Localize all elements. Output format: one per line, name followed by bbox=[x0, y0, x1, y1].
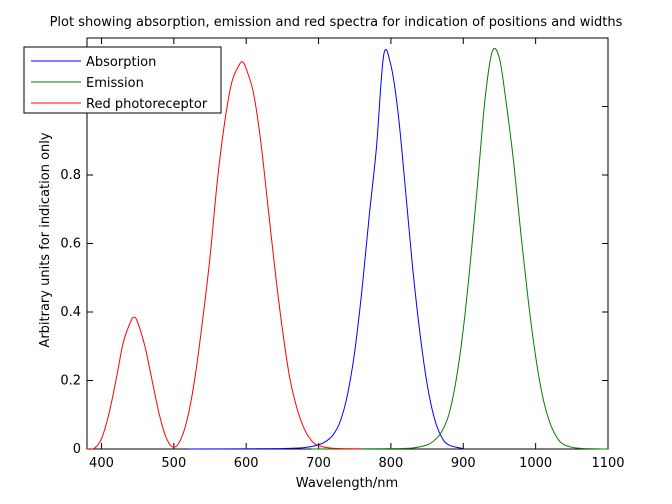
y-tick-label: 0.6 bbox=[60, 237, 81, 252]
chart-title: Plot showing absorption, emission and re… bbox=[50, 15, 623, 30]
y-tick-label: 0 bbox=[73, 442, 81, 457]
absorption-line bbox=[188, 49, 464, 450]
x-tick-label: 1000 bbox=[519, 456, 552, 471]
series-lines bbox=[86, 47, 609, 450]
emission-line bbox=[311, 47, 609, 450]
y-axis-label: Arbitrary units for indication only bbox=[38, 132, 53, 347]
y-tick-label: 0.8 bbox=[60, 168, 81, 183]
y-tick-label: 0.2 bbox=[60, 374, 81, 389]
x-tick-label: 500 bbox=[161, 456, 186, 471]
x-tick-label: 400 bbox=[89, 456, 114, 471]
legend: Absorption Emission Red photoreceptor bbox=[23, 46, 222, 114]
legend-label-absorption: Absorption bbox=[86, 55, 156, 70]
y-axis-ticks: 00.20.40.60.81 bbox=[60, 100, 608, 457]
x-tick-label: 900 bbox=[451, 456, 476, 471]
legend-box bbox=[23, 46, 222, 114]
x-tick-label: 1100 bbox=[591, 456, 624, 471]
legend-label-emission: Emission bbox=[86, 76, 144, 91]
red-photoreceptor-line bbox=[86, 61, 362, 450]
y-tick-label: 0.4 bbox=[60, 305, 81, 320]
legend-label-red-photoreceptor: Red photoreceptor bbox=[86, 97, 208, 112]
x-axis-ticks: 400 500 600 700 800 900 1000 1100 bbox=[89, 38, 625, 471]
x-tick-label: 600 bbox=[234, 456, 259, 471]
x-axis-label: Wavelength/nm bbox=[296, 476, 398, 491]
x-tick-label: 800 bbox=[379, 456, 404, 471]
x-tick-label: 700 bbox=[306, 456, 331, 471]
